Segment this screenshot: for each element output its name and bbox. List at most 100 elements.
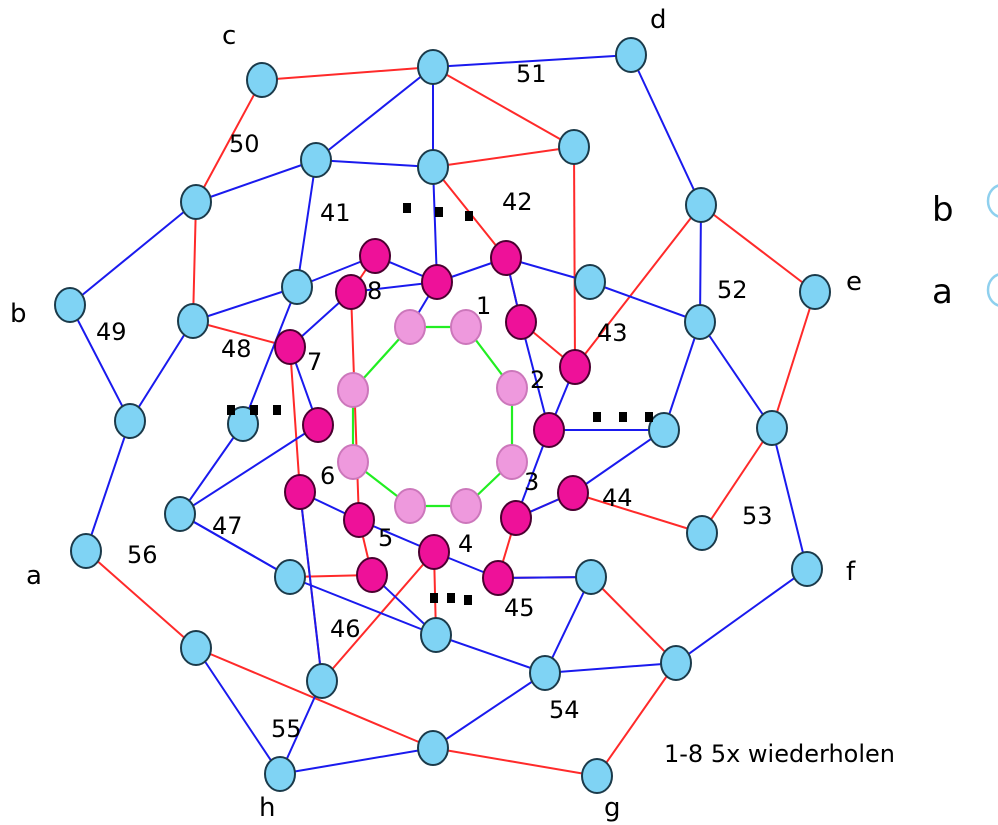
- blue-bead-b29: [306, 663, 338, 699]
- blue-bead-b30: [417, 730, 449, 766]
- ellipsis-dot-1-3: [465, 211, 473, 221]
- ellipsis-dot-3-3: [645, 412, 653, 422]
- ellipsis-dot-1-2: [435, 207, 443, 217]
- pale-bead-p7: [337, 444, 369, 480]
- beads: [54, 37, 831, 794]
- blue-bead-b14: [684, 304, 716, 340]
- blue-bead-b16: [227, 406, 259, 442]
- label-53: 53: [742, 502, 773, 530]
- blue-bead-b10: [281, 269, 313, 305]
- label-5: 5: [378, 524, 393, 552]
- label-3: 3: [524, 468, 539, 496]
- label-44: 44: [602, 484, 633, 512]
- pale-bead-p5: [450, 488, 482, 524]
- magenta-bead-m4: [559, 349, 591, 385]
- red-thread-4: [192, 79, 437, 682]
- letter-h: h: [259, 793, 275, 823]
- magenta-bead-m5: [533, 412, 565, 448]
- pale-bead-p3: [496, 370, 528, 406]
- label-49: 49: [96, 318, 127, 346]
- blue-bead-b23: [274, 559, 306, 595]
- magenta-bead-m10: [356, 557, 388, 593]
- blue-bead-b26: [529, 655, 561, 691]
- blue-bead-b12: [799, 274, 831, 310]
- blue-bead-b6: [300, 142, 332, 178]
- blue-bead-b11: [54, 287, 86, 323]
- label-1: 1: [476, 292, 491, 320]
- blue-bead-b17: [648, 412, 680, 448]
- label-4: 4: [458, 530, 473, 558]
- blue-bead-b24: [575, 559, 607, 595]
- magenta-bead-m9: [418, 534, 450, 570]
- label-6: 6: [320, 462, 335, 490]
- label-42: 42: [502, 188, 533, 216]
- label-43: 43: [597, 319, 628, 347]
- label-56: 56: [127, 541, 158, 569]
- letter-b: b: [10, 299, 27, 329]
- label-48: 48: [221, 335, 252, 363]
- blue-bead-b20: [686, 515, 718, 551]
- blue-bead-b1: [417, 49, 449, 85]
- magenta-bead-m13: [302, 407, 334, 443]
- pale-bead-p1: [394, 309, 426, 345]
- blue-bead-b9: [574, 264, 606, 300]
- blue-bead-b18: [756, 410, 788, 446]
- blue-bead-b32: [264, 756, 296, 792]
- pale-bead-p8: [337, 372, 369, 408]
- green-thread-1: [351, 325, 514, 508]
- blue-bead-b7: [180, 184, 212, 220]
- pale-bead-p2: [450, 309, 482, 345]
- repeat-note: 1-8 5x wiederholen: [664, 740, 895, 768]
- label-52: 52: [717, 276, 748, 304]
- red-thread-2: [497, 291, 816, 777]
- ellipsis-dot-2-3: [273, 405, 281, 415]
- blue-bead-b19: [164, 496, 196, 532]
- magenta-bead-m7: [500, 500, 532, 536]
- blue-bead-b2: [615, 37, 647, 73]
- magenta-bead-m8: [482, 560, 514, 596]
- ellipsis-marks: [227, 203, 653, 605]
- blue-bead-b22: [791, 551, 823, 587]
- label-41: 41: [320, 199, 351, 227]
- magenta-bead-m15: [335, 274, 367, 310]
- label-46: 46: [330, 615, 361, 643]
- blue-bead-b13: [177, 303, 209, 339]
- magenta-bead-m6: [557, 475, 589, 511]
- red-thread-5: [573, 146, 576, 368]
- blue-bead-b4: [558, 129, 590, 165]
- blue-bead-b3: [246, 62, 278, 98]
- magenta-bead-m16: [359, 238, 391, 274]
- letter-d: d: [650, 5, 667, 35]
- ellipsis-dot-4-3: [464, 595, 472, 605]
- blue-thread-9: [279, 491, 592, 775]
- magenta-bead-m11: [343, 502, 375, 538]
- magenta-bead-m12: [284, 474, 316, 510]
- blue-bead-b15: [114, 403, 146, 439]
- label-50: 50: [229, 130, 260, 158]
- blue-thread-12: [195, 647, 281, 775]
- letter-g: g: [604, 793, 621, 823]
- blue-bead-b21: [70, 533, 102, 569]
- label-7: 7: [307, 348, 322, 376]
- ellipsis-dot-2-2: [250, 405, 258, 415]
- label-2: 2: [530, 366, 545, 394]
- label-51: 51: [516, 60, 547, 88]
- blue-bead-b31: [581, 758, 613, 794]
- blue-bead-b25: [420, 617, 452, 653]
- ellipsis-dot-3-2: [619, 412, 627, 422]
- blue-bead-b8: [685, 187, 717, 223]
- legend-letter-a: a: [932, 272, 953, 312]
- magenta-bead-m3: [505, 304, 537, 340]
- letter-c: c: [222, 21, 236, 51]
- letter-f: f: [846, 557, 856, 587]
- label-55: 55: [271, 715, 302, 743]
- ellipsis-dot-4-2: [447, 593, 455, 603]
- legend-letter-b: b: [932, 190, 954, 230]
- ellipsis-dot-3-1: [593, 412, 601, 422]
- magenta-bead-m14: [274, 329, 306, 365]
- magenta-bead-m1: [421, 264, 453, 300]
- ellipsis-dot-4-1: [430, 593, 438, 603]
- magenta-bead-m2: [490, 240, 522, 276]
- blue-bead-b27: [660, 645, 692, 681]
- legend: b a: [932, 184, 998, 312]
